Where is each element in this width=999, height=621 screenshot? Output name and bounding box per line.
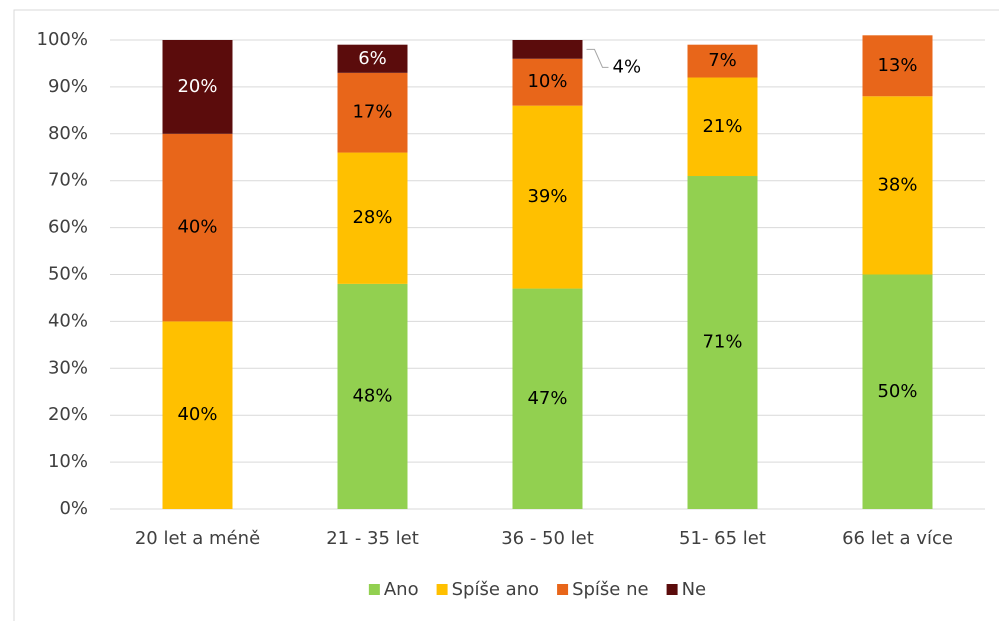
bar-segment xyxy=(512,40,583,59)
legend-swatch xyxy=(436,584,448,595)
data-label: 7% xyxy=(708,50,737,71)
legend-swatch xyxy=(557,584,569,595)
legend-label: Spíše ne xyxy=(572,579,649,600)
bar-segment xyxy=(512,58,583,106)
data-label: 20% xyxy=(177,76,217,97)
y-tick-label: 100% xyxy=(37,29,88,50)
bar-segment xyxy=(687,44,758,78)
bar-segment xyxy=(337,72,408,153)
data-label: 6% xyxy=(358,48,387,69)
y-tick-label: 40% xyxy=(48,310,88,331)
data-label: 48% xyxy=(352,385,392,406)
legend-label: Ne xyxy=(682,579,707,600)
data-label: 40% xyxy=(177,217,217,238)
bar-segment xyxy=(162,133,233,322)
y-tick-label: 10% xyxy=(48,451,88,472)
data-label: 21% xyxy=(702,116,742,137)
bar-segment xyxy=(162,321,233,509)
bar-segment xyxy=(687,176,758,509)
y-tick-label: 70% xyxy=(48,170,88,191)
bar-segment xyxy=(687,77,758,177)
legend-label: Spíše ano xyxy=(452,579,539,600)
x-tick-label: 20 let a méně xyxy=(135,528,260,549)
data-label: 10% xyxy=(527,71,567,92)
x-tick-label: 36 - 50 let xyxy=(501,528,594,549)
chart-frame xyxy=(13,9,999,621)
y-tick-label: 90% xyxy=(48,76,88,97)
bar-segment xyxy=(512,288,583,509)
bar-segment xyxy=(862,274,933,509)
data-label: 40% xyxy=(177,404,217,425)
legend-swatch xyxy=(666,584,678,595)
bar-segment xyxy=(162,40,233,134)
y-tick-label: 30% xyxy=(48,357,88,378)
bar-segment xyxy=(337,152,408,284)
data-label: 39% xyxy=(527,186,567,207)
bar-segment xyxy=(512,105,583,289)
data-label: 4% xyxy=(613,56,642,77)
y-tick-label: 80% xyxy=(48,123,88,144)
legend-swatch xyxy=(368,584,380,595)
bar-segment xyxy=(337,283,408,509)
data-label: 50% xyxy=(877,381,917,402)
y-tick-label: 0% xyxy=(59,498,88,519)
data-label: 13% xyxy=(877,55,917,76)
y-tick-label: 50% xyxy=(48,264,88,285)
x-tick-label: 51- 65 let xyxy=(679,528,766,549)
data-label: 38% xyxy=(877,174,917,195)
x-tick-label: 21 - 35 let xyxy=(326,528,419,549)
x-tick-label: 66 let a více xyxy=(842,528,953,549)
bar-segment xyxy=(862,96,933,275)
legend-label: Ano xyxy=(384,579,419,600)
bar-segment xyxy=(862,35,933,97)
data-label: 47% xyxy=(527,388,567,409)
data-label: 17% xyxy=(352,102,392,123)
y-tick-label: 20% xyxy=(48,404,88,425)
y-tick-label: 60% xyxy=(48,217,88,238)
bar-segment xyxy=(337,44,408,73)
leader-line xyxy=(586,48,609,68)
data-label: 28% xyxy=(352,207,392,228)
data-label: 71% xyxy=(702,332,742,353)
